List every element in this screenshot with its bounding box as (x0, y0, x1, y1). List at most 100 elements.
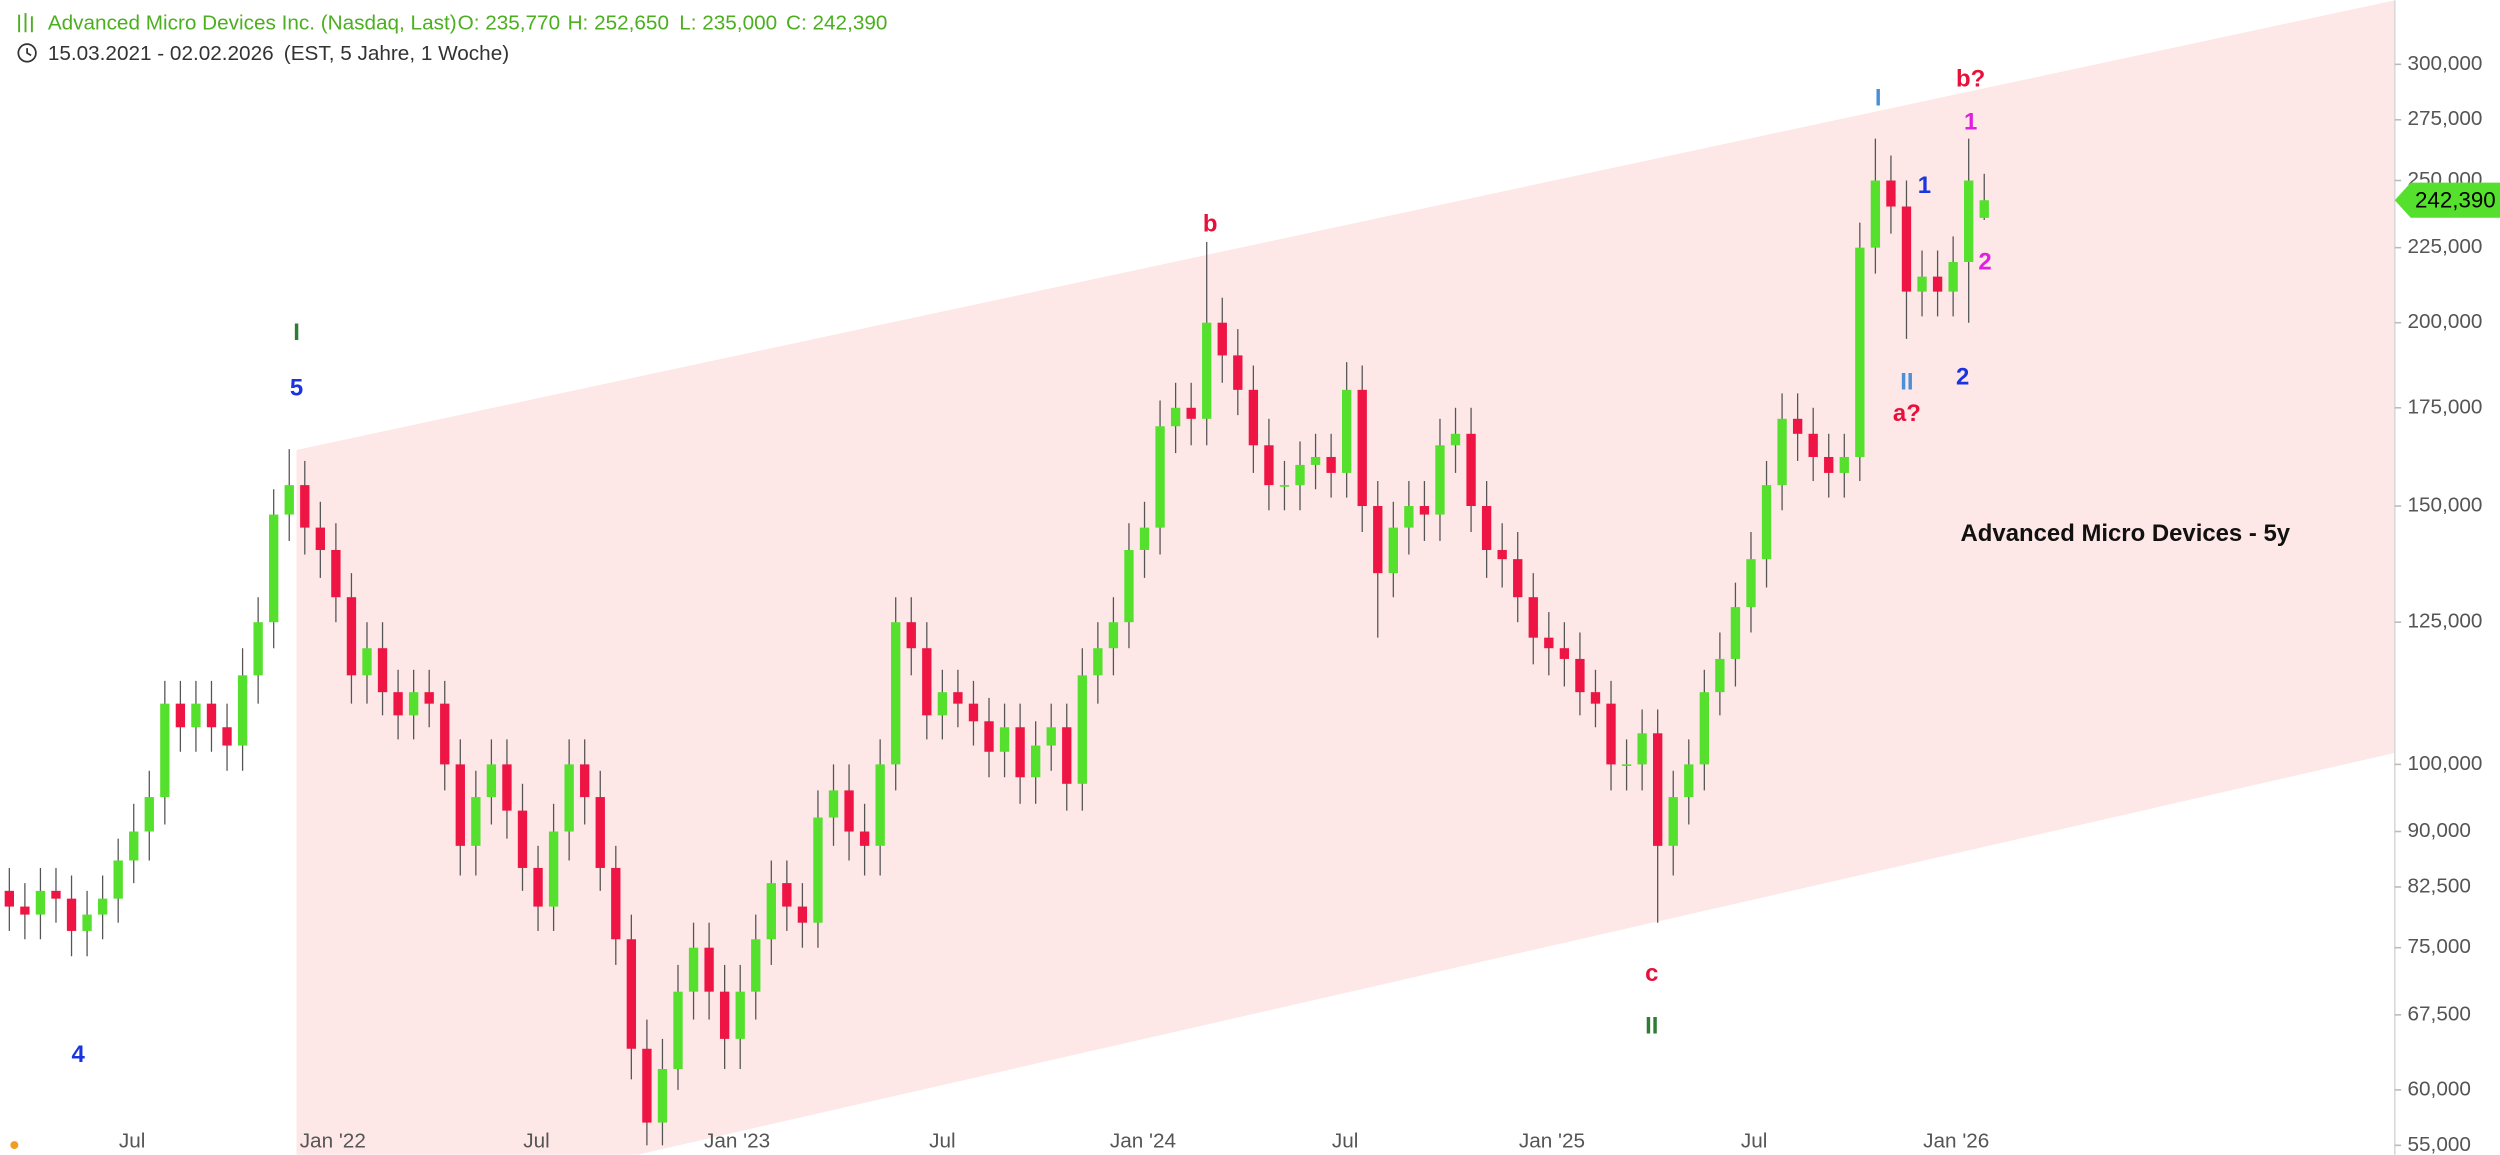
candle-body (1015, 727, 1025, 778)
candle-body (1590, 692, 1601, 704)
y-tick-label: 55,000 (2408, 1133, 2471, 1155)
x-tick-label: Jan '22 (300, 1129, 366, 1152)
candle-body (1077, 675, 1087, 784)
candle-body (984, 721, 994, 752)
x-tick-label: Jan '26 (1923, 1129, 1989, 1152)
candle-body (813, 817, 823, 923)
candle-body (222, 727, 232, 746)
chart-title: Advanced Micro Devices - 5y (1961, 520, 2291, 547)
y-tick-label: 60,000 (2408, 1077, 2471, 1100)
candle-body (704, 947, 714, 992)
candle-body (1668, 797, 1678, 846)
x-tick-label: Jul (929, 1129, 955, 1152)
candle-body (1279, 485, 1290, 487)
last-price-tag (2394, 182, 2500, 218)
candle-body (642, 1048, 652, 1123)
candle-body (968, 703, 979, 722)
candle-body (331, 549, 341, 598)
candle-body (1808, 433, 1818, 457)
candle-body (1342, 389, 1352, 473)
candle-body (1170, 407, 1181, 427)
candle-body (175, 703, 186, 728)
candle-body (440, 703, 450, 765)
x-tick-label: Jul (1332, 1129, 1359, 1152)
candle-body (1637, 733, 1647, 765)
candle-body (517, 810, 528, 868)
header-icon (18, 13, 33, 33)
candle-body (455, 764, 465, 846)
candle-body (1855, 247, 1865, 457)
candle-body (844, 790, 854, 832)
candle-body (129, 831, 139, 861)
candle-body (471, 797, 481, 846)
candle-body (797, 906, 808, 923)
header-title: Advanced Micro Devices Inc. (Nasdaq, Las… (48, 12, 457, 35)
candle-body (269, 514, 279, 623)
candle-body (206, 703, 217, 728)
wave-label: 4 (71, 1041, 85, 1068)
wave-label: 1 (1964, 108, 1977, 135)
candle-body (1839, 456, 1849, 473)
candle-body (1606, 703, 1616, 765)
y-tick-label: 225,000 (2408, 235, 2483, 258)
candle-body (688, 947, 699, 992)
wave-label: a? (1893, 400, 1921, 427)
x-tick-label: Jan '23 (704, 1129, 770, 1152)
candle-body (1093, 648, 1103, 676)
x-tick-label: Jul (119, 1129, 146, 1152)
candle-body (735, 991, 745, 1039)
header-open: O: 235,770 (458, 12, 561, 35)
y-tick-label: 75,000 (2408, 935, 2471, 958)
candle-body (1030, 745, 1041, 778)
candle-body (1948, 261, 1958, 292)
candle-body (1466, 433, 1476, 507)
candle-body (237, 675, 248, 746)
candle-body (82, 914, 92, 931)
candle-body (1761, 485, 1772, 560)
y-tick-label: 150,000 (2408, 493, 2483, 516)
y-tick-label: 82,500 (2408, 874, 2471, 897)
candle-body (859, 831, 870, 846)
candles (4, 138, 1989, 1146)
candle-body (1435, 445, 1445, 515)
candle-body (626, 939, 637, 1049)
wave-label: 2 (1956, 364, 1969, 391)
candle-body (875, 764, 885, 846)
last-price-label: 242,390 (2415, 188, 2496, 213)
candle-body (1559, 648, 1570, 659)
candle-body (4, 890, 14, 907)
wave-label: I (293, 319, 300, 346)
x-tick-label: Jul (523, 1129, 550, 1152)
candle-body (1979, 200, 1989, 218)
candle-body (1575, 658, 1585, 693)
y-tick-label: 300,000 (2408, 52, 2483, 75)
candle-body (144, 797, 154, 832)
header-close: C: 242,390 (786, 12, 887, 35)
candle-body (1248, 389, 1259, 446)
candle-body (564, 764, 574, 832)
wave-label: 2 (1978, 249, 1991, 276)
candle-body (362, 648, 372, 676)
candle-body (1155, 426, 1165, 528)
candle-body (999, 727, 1010, 752)
y-tick-label: 200,000 (2408, 310, 2483, 333)
candle-body (1964, 180, 1974, 262)
x-tick-label: Jan '25 (1519, 1129, 1585, 1152)
candle-body (1917, 276, 1927, 292)
candle-body (1715, 658, 1725, 693)
y-tick-label: 67,500 (2408, 1002, 2471, 1025)
candle-body (1824, 456, 1834, 473)
candle-body (1792, 418, 1803, 434)
candle-body (1062, 727, 1072, 784)
candle-body (1653, 733, 1663, 846)
candle-body (1295, 464, 1305, 486)
candle-body (20, 906, 30, 915)
candle-body (1310, 456, 1321, 465)
candle-body (284, 485, 294, 515)
candle-body (346, 597, 357, 676)
candle-body (300, 485, 310, 528)
candle-body (1730, 607, 1741, 659)
x-tick-label: Jan '24 (1110, 1129, 1176, 1152)
clock-icon (17, 43, 37, 63)
